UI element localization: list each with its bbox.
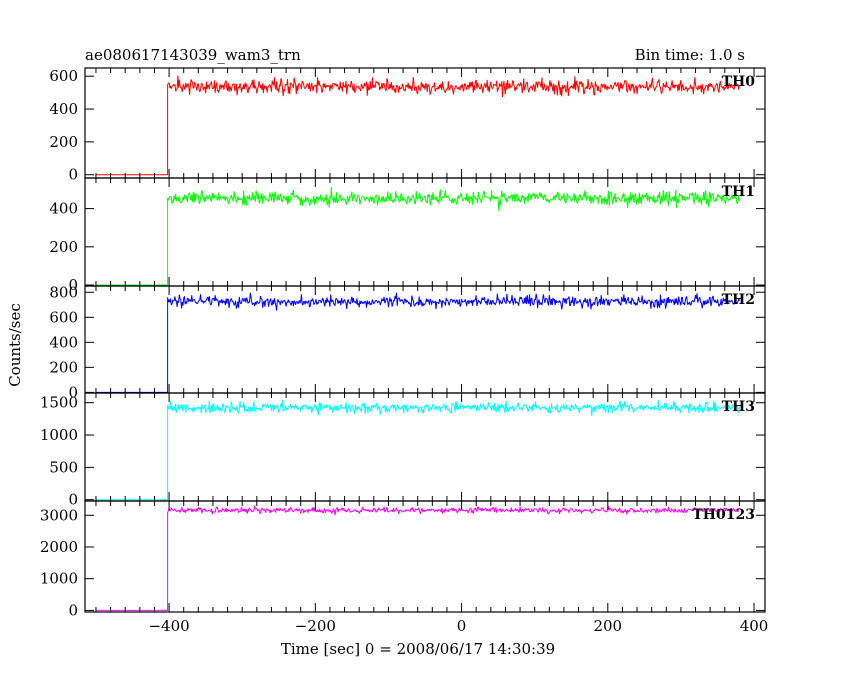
- panel-frame-th3: [84, 392, 766, 502]
- panel-frame-th0123: [84, 500, 766, 613]
- series-label-th0123: TH0123: [692, 507, 755, 523]
- x-axis-title: Time [sec] 0 = 2008/06/17 14:30:39: [281, 640, 555, 658]
- series-label-th1: TH1: [722, 184, 755, 200]
- y-tick-label-th0123: 3000: [40, 506, 78, 524]
- x-tick-label: 0: [457, 617, 467, 635]
- x-axis-ticks: −400 −200 0 200 400: [148, 617, 768, 635]
- x-tick-label: 200: [593, 617, 622, 635]
- y-tick-label-th0123: 2000: [40, 538, 78, 556]
- bin-time-label: Bin time: 1.0 s: [635, 46, 745, 64]
- y-tick-label-th2: 0: [68, 383, 78, 401]
- x-tick-label: −200: [295, 617, 336, 635]
- y-tick-label-th0: 400: [49, 100, 78, 118]
- y-tick-label-th3: 500: [49, 458, 78, 476]
- y-tick-label-th0123: 0: [68, 601, 78, 619]
- y-axis-title: Counts/sec: [6, 303, 24, 387]
- x-tick-label: 400: [740, 617, 769, 635]
- series-label-th2: TH2: [722, 292, 755, 308]
- panel-th0123: 0 1000 2000 3000 TH0123: [40, 500, 766, 619]
- panel-th2: 0 200 400 600 800 TH2: [49, 283, 766, 401]
- observation-title: ae080617143039_wam3_trn: [85, 46, 301, 64]
- y-tick-label-th2: 600: [49, 308, 78, 326]
- y-tick-label-th0: 0: [68, 166, 78, 184]
- panel-th3: 0 500 1000 1500 TH3: [40, 392, 766, 509]
- y-tick-label-th2: 400: [49, 333, 78, 351]
- y-tick-label-th2: 200: [49, 358, 78, 376]
- series-label-th0: TH0: [722, 74, 756, 90]
- y-tick-label-th1: 400: [49, 200, 78, 218]
- y-tick-label-th3: 1500: [40, 394, 78, 412]
- series-line-th3: [95, 399, 740, 501]
- y-tick-label-th0123: 1000: [40, 570, 78, 588]
- series-line-th0123: [95, 505, 740, 611]
- y-tick-label-th3: 1000: [40, 426, 78, 444]
- y-tick-label-th2: 800: [49, 283, 78, 301]
- y-tick-label-th3: 0: [68, 491, 78, 509]
- y-tick-label-th0: 200: [49, 133, 78, 151]
- x-tick-label: −400: [148, 617, 189, 635]
- series-label-th3: TH3: [722, 399, 755, 415]
- panel-th0: 0 200 400 600 TH0: [49, 67, 766, 184]
- y-tick-label-th0: 600: [49, 67, 78, 85]
- panel-th1: 0 200 400 TH1: [49, 177, 766, 294]
- series-line-th2: [95, 292, 740, 393]
- series-line-th1: [95, 187, 740, 286]
- series-line-th0: [95, 75, 740, 176]
- y-tick-label-th1: 200: [49, 238, 78, 256]
- y-tick-label-th1: 0: [68, 276, 78, 294]
